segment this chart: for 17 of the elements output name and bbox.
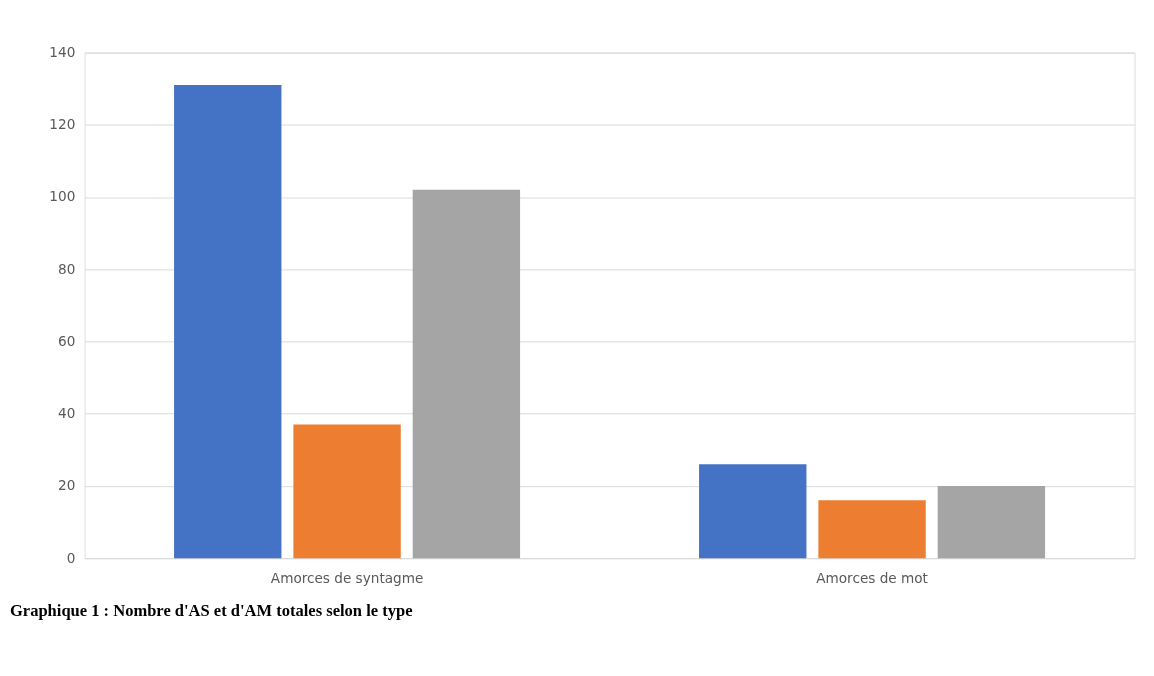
y-tick-label: 120 xyxy=(49,116,76,133)
x-tick-label: Amorces de syntagme xyxy=(270,569,424,586)
y-tick-label: 20 xyxy=(58,477,76,494)
bar xyxy=(174,85,282,559)
text: Graphique 1 : Nombre d'AS et d'AM totales selon le type xyxy=(9,600,413,620)
y-tick-label: 60 xyxy=(58,332,76,349)
bar xyxy=(937,485,1046,559)
y-tick-label: 140 xyxy=(49,43,76,60)
x-tick-label: Amorces de mot xyxy=(816,569,929,586)
y-tick-label: 100 xyxy=(49,188,76,205)
bar xyxy=(293,424,401,559)
bar xyxy=(818,500,926,559)
bar xyxy=(699,464,807,559)
y-tick-label: 0 xyxy=(66,549,76,566)
y-tick-label: 80 xyxy=(58,260,76,277)
y-tick-label: 40 xyxy=(58,405,76,422)
bar xyxy=(412,189,521,559)
